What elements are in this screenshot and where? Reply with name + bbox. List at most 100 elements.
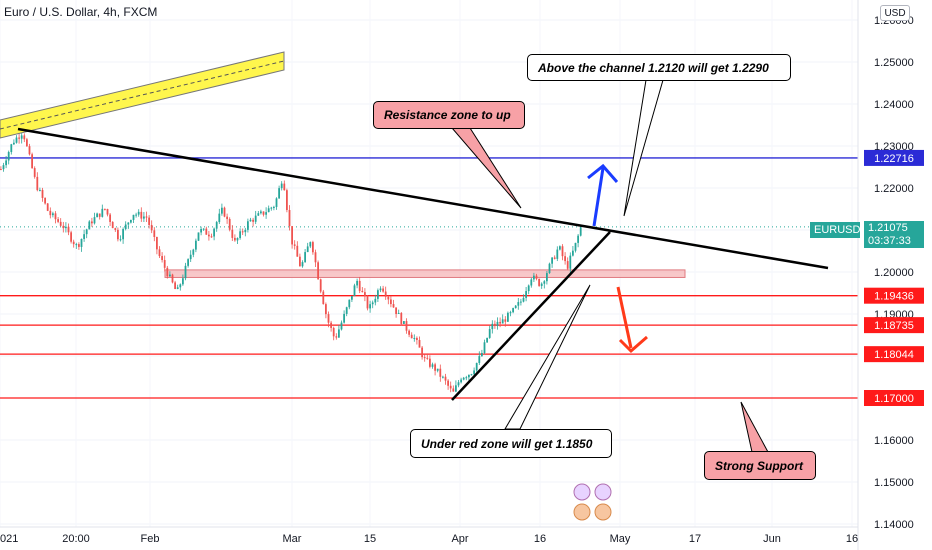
descending-resistance-line [17,127,829,270]
candle-body [2,165,5,170]
time-tick-label: Jun [763,533,781,545]
candle-body [296,245,299,257]
price-tick-label: 1.22000 [874,183,914,195]
red-zone-note: Under red zone will get 1.1850 [410,429,612,458]
time-tick-label: Feb [141,533,160,545]
candle-body [312,242,314,253]
candle-body [244,229,247,233]
candle-body [481,353,483,357]
candle-body [444,376,447,381]
candle-body [306,246,309,253]
candle-body [44,197,46,204]
candle-body [504,319,507,322]
candle-body [345,307,348,314]
candle-body [67,226,70,233]
candle-body [184,265,187,279]
candle-body [91,221,93,224]
candle-body [577,235,579,243]
candle-body [301,262,304,267]
candle-body [39,189,41,191]
candle-body [72,241,75,245]
candle-body [551,257,553,264]
strong-support-note-text: Strong Support [715,458,803,473]
candle-body [75,244,78,246]
blue-up-arrow-shaft [592,167,605,227]
candle-body [434,364,436,371]
candle-body [507,312,509,322]
currency-badge[interactable]: USD [880,5,910,21]
candle-body [488,329,491,338]
economic-event-icons[interactable] [573,483,612,521]
symbol-title[interactable]: Euro / U.S. Dollar, 4h, FXCM [4,5,158,19]
time-tick-label: 15 [364,533,376,545]
candle-body [7,152,10,161]
candle-body [327,314,330,323]
candle-body [470,374,473,376]
candle-body [101,208,104,217]
last-price-value: 1.21075 [868,222,908,234]
candle-body [483,342,486,354]
price-tick-label: 1.24000 [874,99,914,111]
candle-body [556,249,559,259]
candle-body [410,334,413,339]
candle-body [156,237,158,250]
candle-body [530,279,533,286]
candle-body [36,176,39,191]
candle-body [405,321,408,331]
candle-body [436,368,439,371]
time-tick-label: May [610,533,631,545]
symbol-ticker-label: EURUSD [810,222,860,238]
time-tick-label: 16 [846,533,858,545]
price-level-badge [864,390,924,406]
candle-body [135,214,137,216]
candle-body [150,224,153,231]
candle-body [249,219,252,222]
candle-body [525,291,527,298]
candle-body [496,321,499,327]
candle-body [221,207,223,214]
candle-body [356,280,358,286]
candle-body [299,256,301,267]
time-tick-label: Apr [451,533,468,545]
candle-body [200,228,202,233]
candle-body [18,137,20,139]
candle-body [96,213,98,218]
price-tick-label: 1.25000 [874,57,914,69]
candle-body [20,135,23,139]
price-level-badge [864,287,924,304]
candle-body [527,285,530,292]
candle-body [426,357,429,359]
price-level-label: 1.18044 [874,349,914,361]
candle-body [254,215,257,222]
time-axis[interactable]: 021 20:00 Feb Mar 15 Apr 16 May 17 Jun 16 [0,526,858,545]
blue-up-arrow-head [587,163,619,183]
candle-body [514,305,517,309]
candle-body [319,279,322,292]
candle-body [195,240,197,250]
candle-body [475,362,478,371]
candle-body [169,274,171,277]
candle-body [228,219,231,230]
candle-body [213,228,215,237]
candle-body [369,304,371,309]
candle-body [291,226,293,245]
price-axis[interactable]: 1.260001.250001.240001.230001.220001.210… [857,0,924,550]
candle-body [517,302,520,306]
candle-body [418,340,421,348]
candle-body [117,229,119,240]
candle-body [522,297,525,302]
candle-body [421,347,423,358]
candle-body [127,222,130,225]
candle-body [499,321,501,324]
resistance-zone-note-text: Resistance zone to up [384,108,511,122]
candle-body [163,260,166,268]
candle-body [257,213,260,216]
candle-body [166,267,169,277]
candle-body [304,252,306,263]
candle-body [574,242,577,251]
candle-body [353,285,356,297]
candle-body [122,229,124,240]
candle-body [179,284,182,288]
candle-body [197,232,200,241]
